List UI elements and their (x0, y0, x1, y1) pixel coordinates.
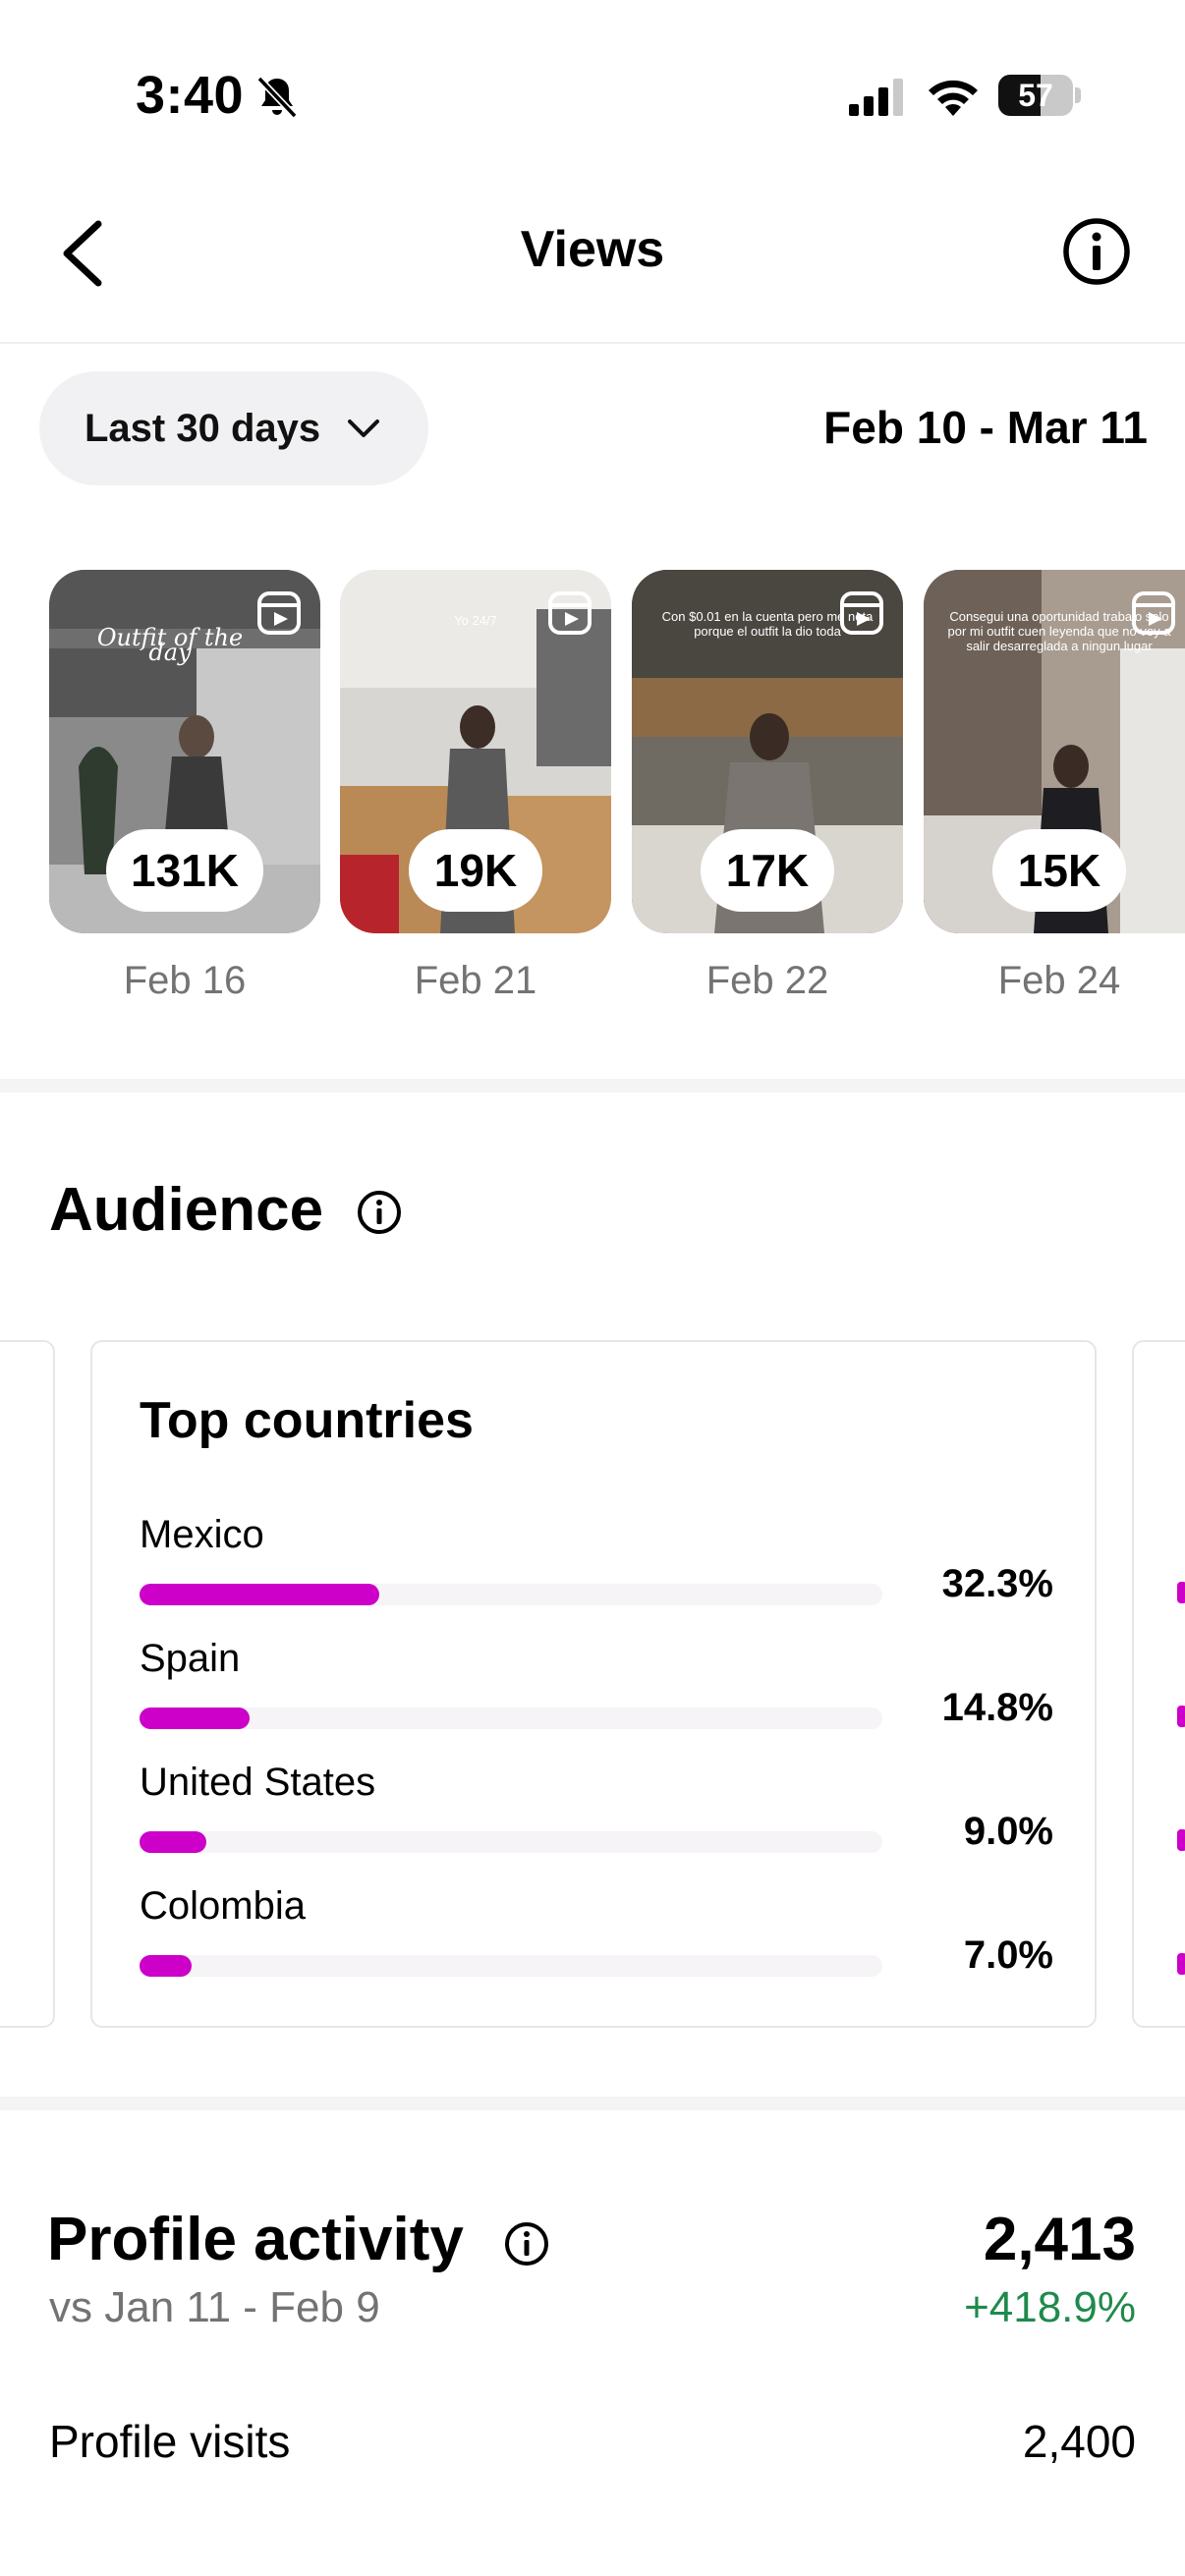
country-percent: 32.3% (941, 1562, 1053, 1605)
reel-caption: Outfit of the day (96, 624, 244, 666)
country-row: Colombia 7.0% (140, 1884, 1053, 1992)
country-bar (140, 1708, 250, 1729)
reel-thumbnail[interactable]: Yo 24/7 19K (340, 570, 611, 933)
reels-icon (1132, 591, 1175, 635)
audience-heading: Audience (49, 1176, 324, 1244)
reel-date: Feb 16 (123, 959, 247, 1002)
back-arrow-icon[interactable] (55, 216, 110, 291)
status-bar: 3:40 57 (0, 0, 1185, 187)
reel-thumbnail[interactable]: Con $0.01 en la cuenta pero me nota porq… (632, 570, 903, 933)
country-bar (140, 1584, 380, 1605)
status-time: 3:40 (136, 66, 245, 125)
reel-thumbnail[interactable]: Outfit of the day 131K (49, 570, 320, 933)
bar-track (140, 1708, 882, 1729)
reels-carousel[interactable]: Outfit of the day 131K Feb 16 Yo 24/7 19… (0, 570, 1185, 1022)
bar-track (140, 1584, 882, 1605)
views-count: 19K (409, 829, 542, 912)
battery-indicator: 57 (998, 75, 1081, 116)
battery-percent: 57 (1018, 78, 1053, 113)
reels-icon (257, 591, 301, 635)
reel-caption: Yo 24/7 (454, 613, 497, 628)
country-name: Spain (140, 1637, 241, 1680)
country-row: United States 9.0% (140, 1761, 1053, 1869)
reel-date: Feb 24 (997, 959, 1121, 1002)
wifi-icon (929, 80, 978, 116)
country-bar (140, 1955, 192, 1977)
cellular-signal-icon (849, 79, 903, 116)
reel-thumbnail[interactable]: Consegui una oportunidad trabajo solo po… (924, 570, 1185, 933)
date-range-text: Feb 10 - Mar 11 (823, 402, 1148, 453)
comparison-period: vs Jan 11 - Feb 9 (49, 2283, 380, 2331)
reel-date: Feb 21 (414, 959, 537, 1002)
country-percent: 7.0% (963, 1933, 1053, 1977)
change-percent: +418.9% (964, 2283, 1136, 2331)
info-icon[interactable] (503, 2220, 550, 2268)
country-bar (140, 1831, 207, 1853)
views-count: 15K (992, 829, 1126, 912)
date-range-label: Last 30 days (85, 407, 321, 450)
reel-date: Feb 22 (705, 959, 829, 1002)
section-divider (0, 1079, 1185, 1092)
bar-track (140, 1831, 882, 1853)
chevron-down-icon (348, 420, 379, 437)
top-countries-card[interactable]: Top countries Mexico 32.3% Spain 14.8% U… (90, 1340, 1097, 2028)
info-icon[interactable] (356, 1189, 403, 1236)
country-percent: 14.8% (941, 1686, 1053, 1729)
profile-activity-heading: Profile activity (47, 2206, 464, 2273)
reel-image (924, 570, 1185, 933)
card-title: Top countries (140, 1392, 474, 1449)
bell-muted-icon (256, 76, 298, 119)
previous-audience-card[interactable] (0, 1340, 55, 2028)
views-count: 17K (701, 829, 834, 912)
country-row: Mexico 32.3% (140, 1513, 1053, 1621)
country-percent: 9.0% (963, 1810, 1053, 1853)
reels-icon (548, 591, 592, 635)
profile-visits-value: 2,400 (1022, 2416, 1136, 2467)
country-name: United States (140, 1761, 376, 1804)
section-divider (0, 2097, 1185, 2110)
country-name: Colombia (140, 1884, 306, 1928)
country-row: Spain 14.8% (140, 1637, 1053, 1745)
country-name: Mexico (140, 1513, 264, 1556)
next-audience-card[interactable] (1132, 1340, 1185, 2028)
reel-caption: Con $0.01 en la cuenta pero me nota porq… (661, 609, 874, 639)
views-count: 131K (106, 829, 263, 912)
reels-icon (840, 591, 883, 635)
bar-track (140, 1955, 882, 1977)
info-icon[interactable] (1061, 216, 1132, 287)
page-title: Views (520, 221, 665, 278)
profile-visits-label: Profile visits (49, 2416, 291, 2467)
reel-caption: Consegui una oportunidad trabajo solo po… (947, 609, 1171, 653)
date-range-dropdown[interactable]: Last 30 days (39, 371, 428, 485)
profile-activity-total: 2,413 (983, 2206, 1136, 2273)
nav-header: Views (0, 187, 1185, 344)
